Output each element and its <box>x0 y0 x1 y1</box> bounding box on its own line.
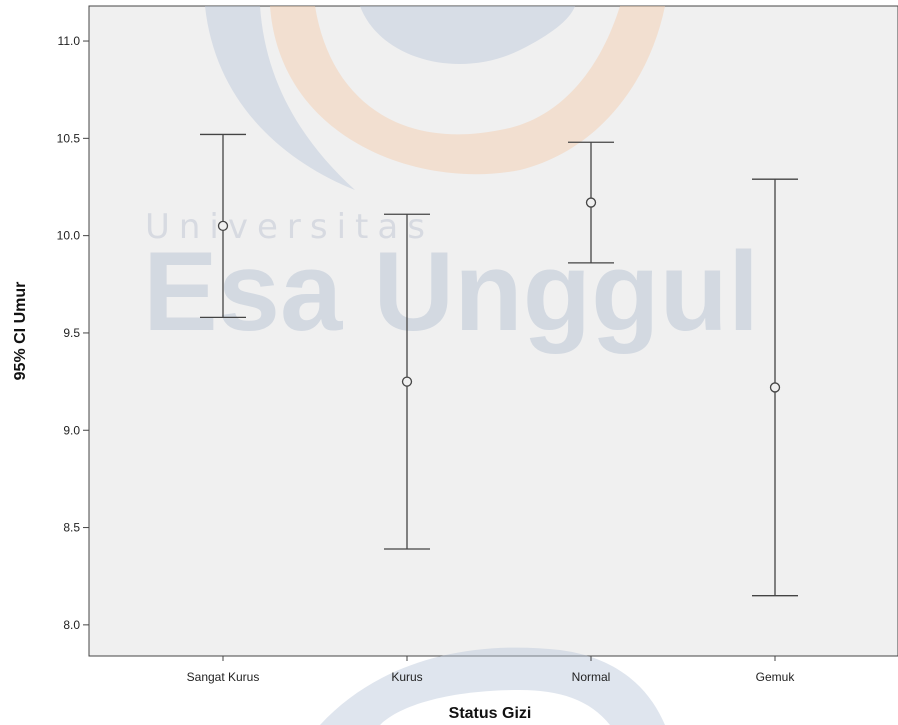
y-tick-label: 8.0 <box>63 618 80 632</box>
x-tick-label: Normal <box>572 670 611 684</box>
x-tick-label: Kurus <box>391 670 422 684</box>
mean-point <box>585 197 597 208</box>
y-tick-label: 9.0 <box>63 423 80 437</box>
watermark-logo: Universitas Esa Unggul <box>143 6 759 725</box>
y-axis-title: 95% CI Umur <box>12 282 29 381</box>
watermark-line2: Esa Unggul <box>143 229 759 354</box>
watermark-blue-ring-top <box>360 6 575 64</box>
error-bar <box>384 213 430 550</box>
error-bars <box>200 133 798 597</box>
y-tick-label: 10.5 <box>57 131 81 145</box>
watermark-line1: Universitas <box>145 207 434 247</box>
error-bar <box>200 133 246 319</box>
plot-area <box>88 5 898 657</box>
y-tick-label: 10.0 <box>57 229 81 243</box>
mean-point <box>769 382 781 393</box>
x-axis: Sangat Kurus Kurus Normal Gemuk <box>187 656 796 684</box>
y-tick-label: 11.0 <box>58 34 81 48</box>
error-bar <box>752 178 798 597</box>
watermark-blue-arc-top <box>205 6 355 190</box>
x-axis-title: Status Gizi <box>449 705 532 722</box>
x-tick-label: Gemuk <box>756 670 796 684</box>
error-bar <box>568 141 614 264</box>
x-tick-label: Sangat Kurus <box>187 670 260 684</box>
y-tick-label: 8.5 <box>63 521 80 535</box>
mean-point <box>217 220 229 232</box>
mean-point <box>401 376 413 387</box>
watermark-orange-arc <box>270 6 665 175</box>
watermark-blue-arc-bottom <box>320 647 665 725</box>
y-tick-label: 9.5 <box>63 326 80 340</box>
y-axis: 8.0 8.5 9.0 9.5 10.0 10.5 11.0 <box>57 34 89 632</box>
